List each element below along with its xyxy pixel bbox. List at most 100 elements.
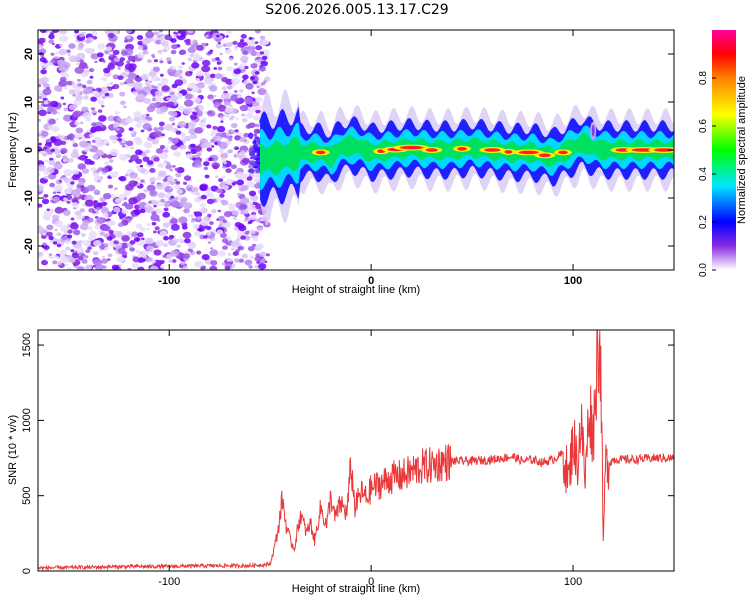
noise-speck bbox=[107, 253, 113, 258]
noise-speck bbox=[170, 223, 180, 231]
noise-speck bbox=[70, 217, 75, 221]
y-tick-label: 1500 bbox=[21, 333, 33, 357]
noise-speck bbox=[90, 167, 97, 172]
noise-speck bbox=[113, 206, 121, 213]
noise-speck bbox=[147, 59, 152, 63]
noise-speck bbox=[46, 208, 50, 212]
noise-speck bbox=[42, 232, 47, 236]
noise-speck bbox=[88, 146, 93, 149]
colorbar-tick-label: 0.4 bbox=[698, 167, 709, 181]
noise-speck bbox=[82, 88, 91, 95]
noise-speck bbox=[42, 152, 48, 157]
noise-speck bbox=[81, 259, 88, 264]
y-tick-label: -10 bbox=[23, 190, 35, 206]
noise-speck bbox=[117, 117, 122, 121]
noise-speck bbox=[74, 30, 79, 34]
noise-speck bbox=[201, 254, 210, 261]
noise-speck bbox=[66, 234, 73, 239]
noise-speck bbox=[214, 73, 223, 80]
noise-speck bbox=[210, 247, 214, 250]
noise-speck bbox=[130, 154, 139, 162]
noise-speck bbox=[40, 54, 45, 58]
noise-speck bbox=[94, 60, 98, 64]
noise-speck bbox=[209, 222, 214, 226]
noise-speck bbox=[94, 263, 104, 270]
noise-speck bbox=[211, 209, 217, 214]
noise-speck bbox=[136, 93, 146, 101]
noise-speck bbox=[113, 57, 120, 63]
noise-speck bbox=[109, 220, 116, 226]
noise-speck bbox=[85, 249, 91, 254]
noise-speck bbox=[190, 143, 196, 148]
noise-speck bbox=[165, 164, 173, 170]
transition-speck bbox=[249, 168, 255, 174]
noise-speck bbox=[52, 196, 60, 202]
noise-speck bbox=[118, 263, 123, 267]
noise-speck bbox=[265, 253, 270, 257]
noise-speck bbox=[170, 218, 178, 224]
colorbar-tick-label: 0.6 bbox=[698, 119, 709, 133]
noise-speck bbox=[242, 50, 249, 56]
noise-speck bbox=[187, 82, 197, 89]
noise-speck bbox=[154, 208, 163, 214]
colorbar-gradient bbox=[712, 30, 736, 270]
noise-speck bbox=[101, 255, 106, 259]
noise-speck bbox=[77, 255, 84, 261]
snr-x-axis-label: Height of straight line (km) bbox=[292, 583, 420, 595]
noise-speck bbox=[126, 60, 131, 64]
noise-speck bbox=[227, 149, 233, 154]
noise-speck bbox=[38, 109, 47, 117]
x-tick-label: -100 bbox=[158, 576, 180, 588]
noise-speck bbox=[192, 223, 200, 230]
noise-speck bbox=[137, 40, 144, 46]
noise-speck bbox=[156, 183, 164, 189]
noise-speck bbox=[122, 145, 126, 148]
noise-speck bbox=[201, 117, 207, 122]
noise-speck bbox=[90, 196, 95, 200]
colorbar-tick-label: 0.2 bbox=[698, 215, 709, 229]
noise-speck bbox=[146, 222, 151, 227]
noise-speck bbox=[125, 116, 134, 124]
noise-speck bbox=[225, 35, 229, 38]
noise-speck bbox=[72, 142, 79, 148]
noise-speck bbox=[237, 192, 241, 196]
noise-speck bbox=[220, 142, 228, 148]
noise-speck bbox=[263, 80, 267, 84]
noise-speck bbox=[63, 169, 73, 177]
noise-speck bbox=[54, 255, 59, 259]
spectrogram-x-ticks: -100 0 100 bbox=[158, 30, 582, 287]
noise-speck bbox=[253, 81, 257, 84]
noise-speck bbox=[106, 236, 113, 241]
noise-speck bbox=[155, 96, 163, 103]
noise-speck bbox=[62, 102, 67, 106]
noise-speck bbox=[199, 184, 208, 192]
noise-speck bbox=[250, 235, 255, 239]
noise-speck bbox=[126, 140, 134, 147]
noise-speck bbox=[71, 240, 77, 245]
noise-speck bbox=[129, 172, 138, 179]
ridge-core-inner bbox=[538, 153, 551, 158]
noise-speck bbox=[48, 253, 53, 256]
noise-speck bbox=[184, 238, 191, 244]
transition-speck bbox=[253, 165, 259, 169]
noise-speck bbox=[143, 188, 149, 193]
noise-speck bbox=[167, 176, 175, 182]
noise-speck bbox=[43, 146, 48, 150]
noise-speck bbox=[126, 35, 132, 40]
noise-speck bbox=[218, 178, 224, 183]
noise-speck bbox=[225, 168, 232, 174]
noise-speck bbox=[140, 73, 150, 80]
noise-speck bbox=[158, 121, 165, 127]
noise-speck bbox=[150, 214, 160, 222]
noise-speck bbox=[117, 222, 124, 227]
noise-speck bbox=[50, 100, 59, 108]
noise-speck bbox=[164, 34, 172, 41]
noise-speck bbox=[203, 161, 210, 167]
noise-speck bbox=[231, 129, 235, 133]
noise-speck bbox=[78, 137, 82, 140]
noise-speck bbox=[90, 129, 96, 134]
noise-speck bbox=[130, 146, 134, 150]
noise-speck bbox=[200, 207, 208, 214]
noise-speck bbox=[171, 66, 176, 70]
noise-speck bbox=[155, 239, 165, 247]
